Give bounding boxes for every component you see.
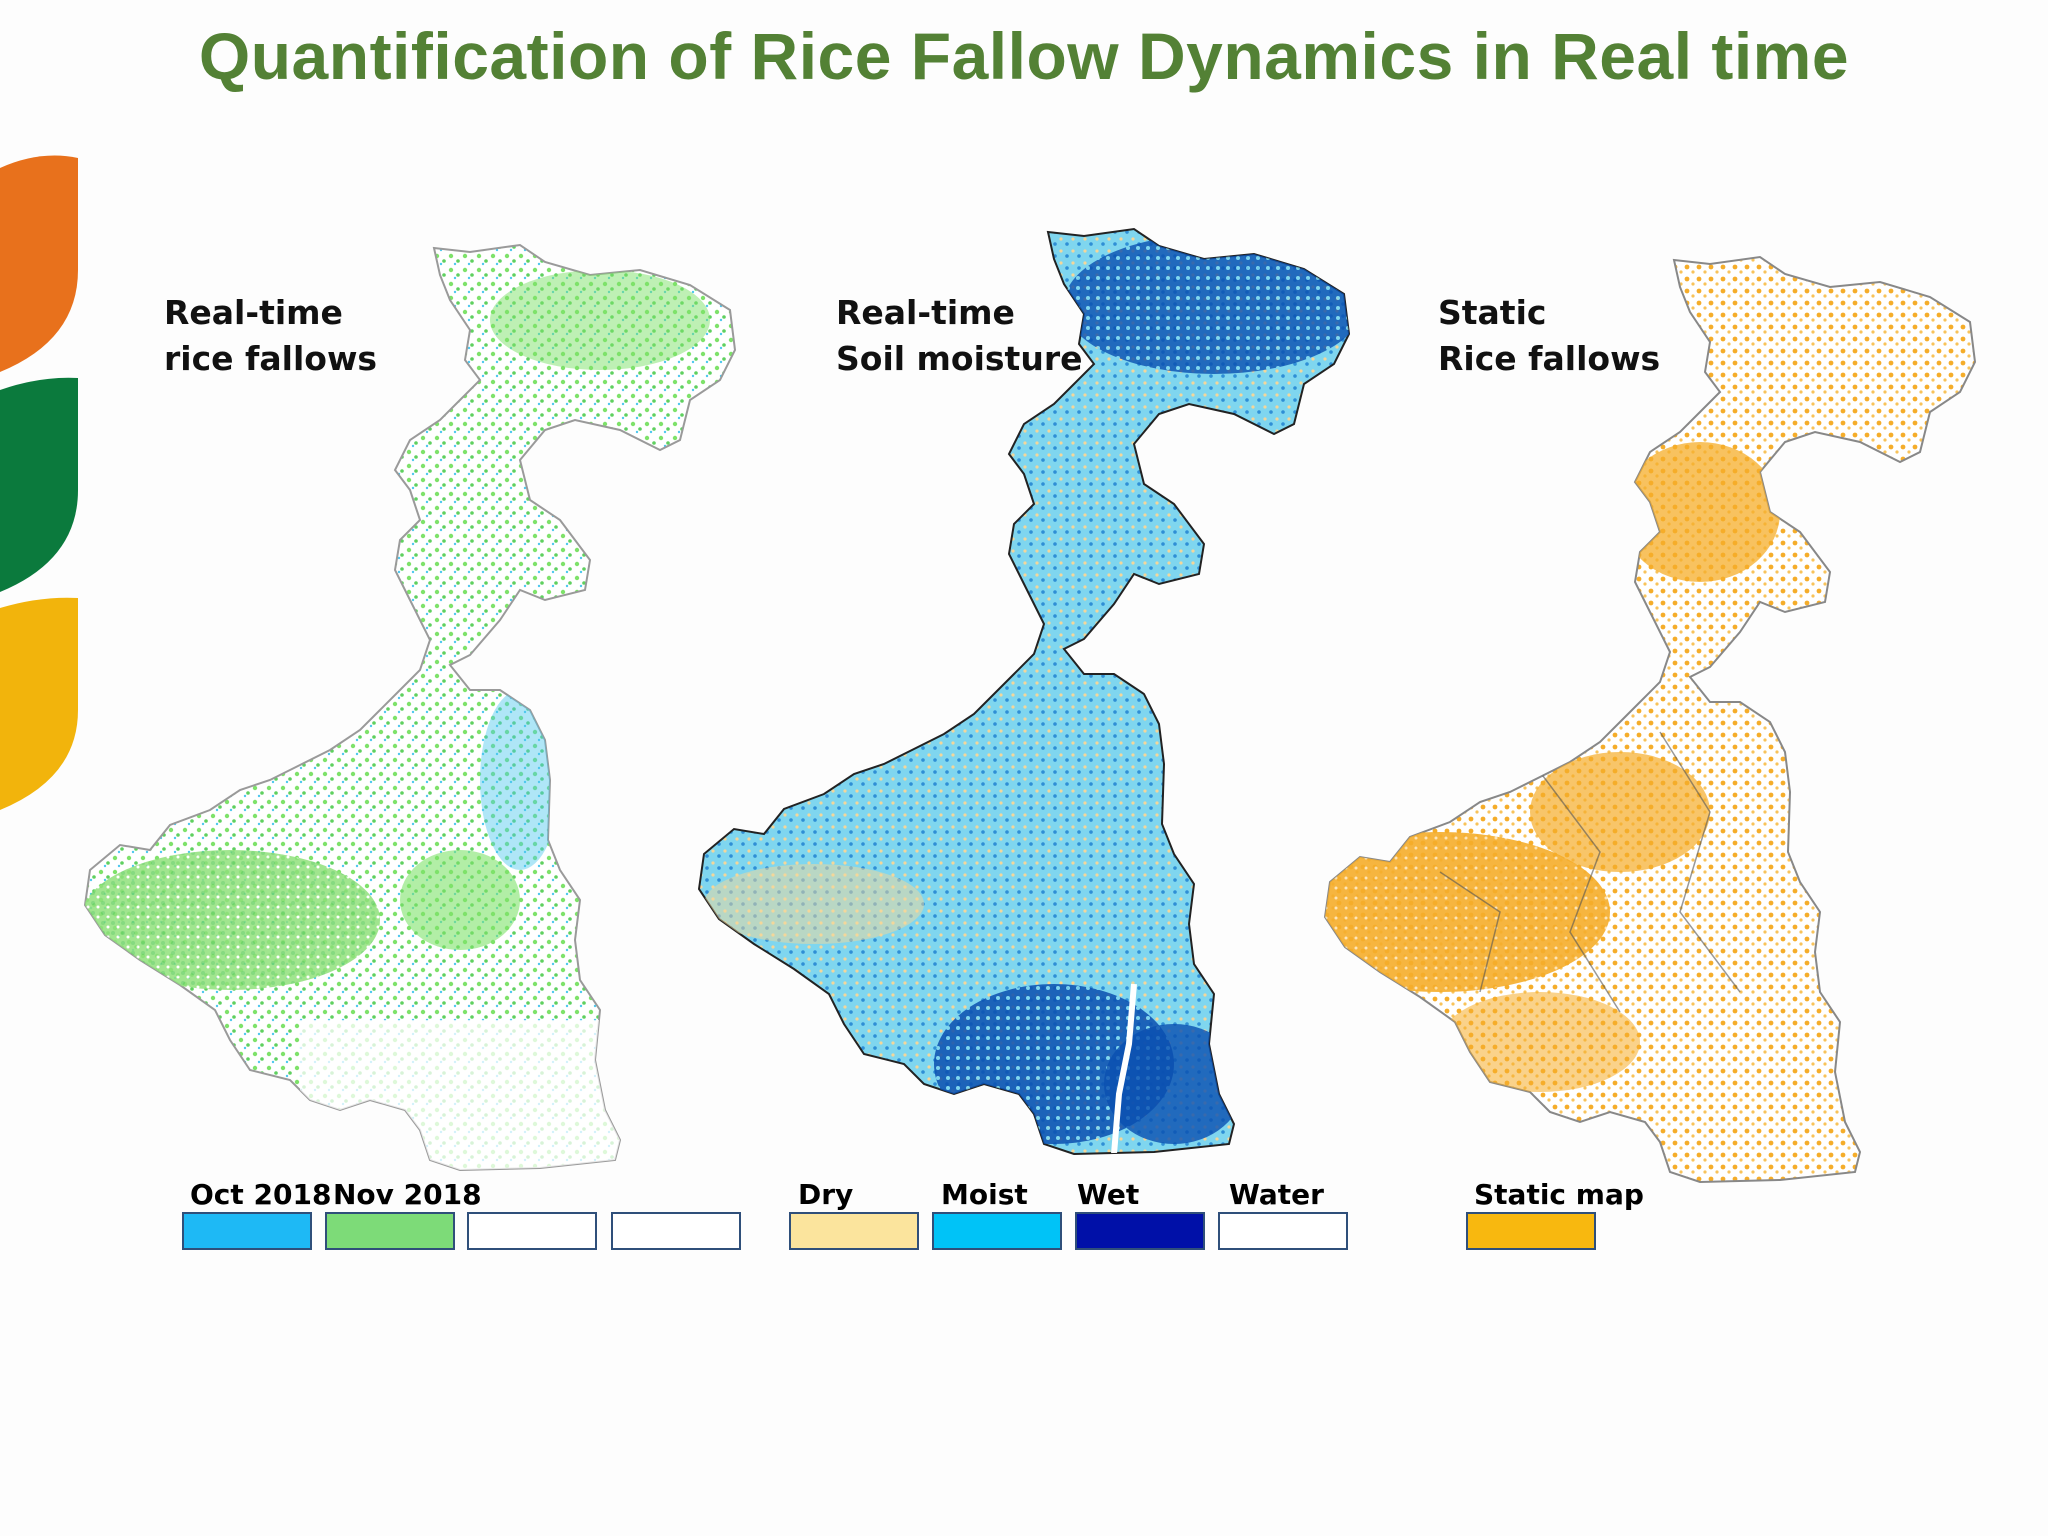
legend-label-wet: Wet <box>1077 1178 1140 1211</box>
legend-swatch-nov-2018 <box>325 1212 455 1250</box>
legend-swatch-empty-2 <box>611 1212 741 1250</box>
legend-label-water: Water <box>1229 1178 1324 1211</box>
legend-swatch-water <box>1218 1212 1348 1250</box>
map-soil-moisture <box>698 228 1350 1155</box>
legend-label-dry: Dry <box>798 1178 854 1211</box>
legend-label-nov-2018: Nov 2018 <box>333 1178 482 1211</box>
green-accent-shape <box>0 377 78 592</box>
legend-swatch-moist <box>932 1212 1062 1250</box>
legend-swatch-empty-1 <box>467 1212 597 1250</box>
legend-swatch-static-map <box>1466 1212 1596 1250</box>
map-static-rice-fallows <box>1324 256 1976 1183</box>
panel-2-label: Real-time Soil moisture <box>836 293 1083 378</box>
yellow-accent-shape <box>0 597 78 810</box>
legend-swatch-oct-2018 <box>182 1212 312 1250</box>
legend-label-oct-2018: Oct 2018 <box>190 1178 332 1211</box>
map-rice-fallows <box>84 244 736 1171</box>
legend-label-static-map: Static map <box>1474 1178 1644 1211</box>
orange-accent-shape <box>0 155 78 372</box>
panel-3-label: Static Rice fallows <box>1438 293 1661 378</box>
slide-title: Quantification of Rice Fallow Dynamics i… <box>198 19 1850 93</box>
legend-swatch-wet <box>1075 1212 1205 1250</box>
legend-swatch-dry <box>789 1212 919 1250</box>
panel-1-label: Real-time rice fallows <box>164 293 378 378</box>
legend-label-moist: Moist <box>941 1178 1028 1211</box>
accent-decoration <box>0 155 78 810</box>
